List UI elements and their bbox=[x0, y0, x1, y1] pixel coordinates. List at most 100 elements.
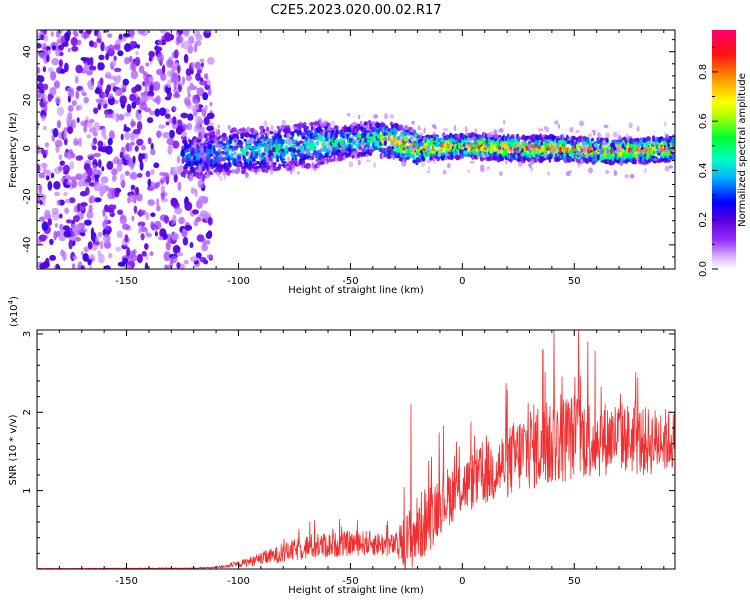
spectrogram-cell bbox=[318, 128, 324, 133]
spectrogram-cell bbox=[144, 262, 149, 269]
spectrogram-cell bbox=[208, 167, 212, 172]
spectrogram-cell bbox=[101, 127, 106, 138]
spectrogram-cell bbox=[269, 131, 274, 135]
spectrogram-cell bbox=[178, 30, 184, 35]
spectrogram-cell bbox=[68, 89, 75, 98]
spectrogram-cell bbox=[39, 88, 43, 93]
spectrogram-cell bbox=[577, 162, 581, 168]
spectrogram-cell bbox=[37, 145, 41, 155]
spectrogram-cell bbox=[145, 62, 150, 67]
spectrogram-cell bbox=[170, 78, 175, 83]
spectrogram-cell bbox=[652, 157, 658, 161]
spectrogram-cell bbox=[160, 192, 166, 200]
spectrogram-cell bbox=[99, 77, 104, 86]
spectrogram-cell bbox=[605, 169, 609, 174]
spectrogram-cell bbox=[591, 129, 597, 133]
spectrogram-cell bbox=[49, 254, 57, 261]
spectrogram-cell bbox=[654, 136, 659, 141]
spectrogram-cell bbox=[304, 146, 308, 152]
spectrogram-xlabel: Height of straight line (km) bbox=[288, 285, 424, 296]
spectrogram-cell bbox=[40, 148, 45, 155]
spectrogram-cell bbox=[182, 40, 190, 50]
spectrogram-cell bbox=[134, 186, 140, 196]
spectrogram-cell bbox=[75, 105, 80, 111]
spectrogram-cell bbox=[126, 103, 132, 114]
figure-title: C2E5.2023.020.00.02.R17 bbox=[270, 3, 441, 18]
spectrogram-cell bbox=[277, 131, 281, 136]
colorbar-ticks: 0.0 0.2 0.4 0.6 0.8 bbox=[698, 46, 718, 277]
spectrogram-cell bbox=[186, 122, 193, 131]
spectrogram-cell bbox=[455, 156, 462, 160]
spectrogram-cell bbox=[476, 154, 480, 158]
spectrogram-cell bbox=[215, 143, 220, 148]
spectrogram-cell bbox=[118, 33, 123, 40]
spectrogram-cell bbox=[80, 232, 86, 237]
spectrogram-cell bbox=[257, 168, 261, 173]
spectrogram-cell bbox=[183, 53, 189, 64]
spectrogram-cell bbox=[85, 168, 93, 175]
spectrogram-cell bbox=[271, 158, 274, 165]
spectrogram-ylabel: Frequency (Hz) bbox=[8, 112, 19, 188]
spectrogram-cell bbox=[627, 137, 631, 142]
spectrogram-cell bbox=[93, 107, 99, 114]
spectrogram-cell bbox=[124, 143, 133, 152]
spectrogram-cell bbox=[89, 56, 94, 67]
spectrogram-cell bbox=[41, 42, 48, 52]
spectrogram-cell bbox=[105, 71, 112, 77]
spectrogram-cell bbox=[453, 125, 457, 132]
spectrogram-cell bbox=[81, 173, 87, 179]
spectrogram-cell bbox=[185, 68, 192, 76]
spectrogram-cell bbox=[374, 146, 379, 150]
spectrogram-cell bbox=[636, 125, 640, 132]
spectrogram-cell bbox=[59, 68, 66, 74]
spectrogram-cell bbox=[292, 167, 295, 172]
spectrogram-cell bbox=[319, 131, 322, 137]
spectrogram-cell bbox=[289, 169, 293, 175]
spectrogram-cell bbox=[145, 212, 150, 221]
colorbar-tick-label: 0.4 bbox=[698, 162, 709, 178]
spectrogram-cell bbox=[147, 137, 152, 145]
x-tick-label: 50 bbox=[568, 276, 581, 287]
spectrogram-cell bbox=[221, 150, 225, 155]
spectrogram-cell bbox=[553, 144, 558, 149]
spectrogram-cell bbox=[323, 120, 327, 127]
spectrogram-cell bbox=[210, 153, 214, 157]
spectrogram-cell bbox=[165, 241, 171, 251]
spectrogram-cell bbox=[47, 93, 53, 102]
spectrogram-cell bbox=[51, 57, 60, 66]
spectrogram-cell bbox=[181, 230, 188, 238]
spectrogram-cell bbox=[322, 129, 326, 135]
spectrogram-cell bbox=[156, 205, 161, 212]
spectrogram-cell bbox=[510, 148, 514, 153]
spectrogram-cell bbox=[144, 243, 149, 250]
spectrogram-cell bbox=[238, 144, 243, 147]
spectrogram-cell bbox=[139, 101, 148, 111]
x-tick-label: -100 bbox=[227, 276, 250, 287]
spectrogram-cell bbox=[183, 259, 189, 265]
spectrogram-cell bbox=[232, 141, 238, 147]
spectrogram-cell bbox=[160, 72, 167, 81]
spectrogram-cell bbox=[313, 131, 318, 137]
spectrogram-cell bbox=[668, 165, 673, 169]
spectrogram-cell bbox=[473, 137, 477, 144]
spectrogram-cell bbox=[283, 150, 289, 155]
spectrogram-cell bbox=[42, 83, 49, 91]
spectrogram-cell bbox=[177, 181, 182, 191]
colorbar-tick-label: 0.8 bbox=[698, 64, 709, 80]
spectrogram-cell bbox=[664, 121, 667, 127]
spectrogram-cell bbox=[120, 133, 124, 141]
spectrogram-cell bbox=[86, 134, 92, 139]
spectrogram-cell bbox=[202, 92, 209, 101]
spectrogram-cell bbox=[104, 265, 111, 269]
y-tick-label: 40 bbox=[22, 45, 33, 58]
spectrogram-cell bbox=[184, 150, 188, 154]
spectrogram-cell bbox=[624, 174, 630, 179]
spectrogram-cell bbox=[89, 118, 95, 124]
spectrogram-cell bbox=[566, 171, 571, 177]
spectrogram-cell bbox=[71, 223, 77, 233]
y-tick-label: 1 bbox=[22, 487, 33, 493]
spectrogram-cell bbox=[92, 244, 98, 251]
spectrogram-cell bbox=[551, 148, 556, 154]
spectrogram-cell bbox=[45, 174, 50, 181]
spectrogram-cell bbox=[112, 44, 121, 50]
